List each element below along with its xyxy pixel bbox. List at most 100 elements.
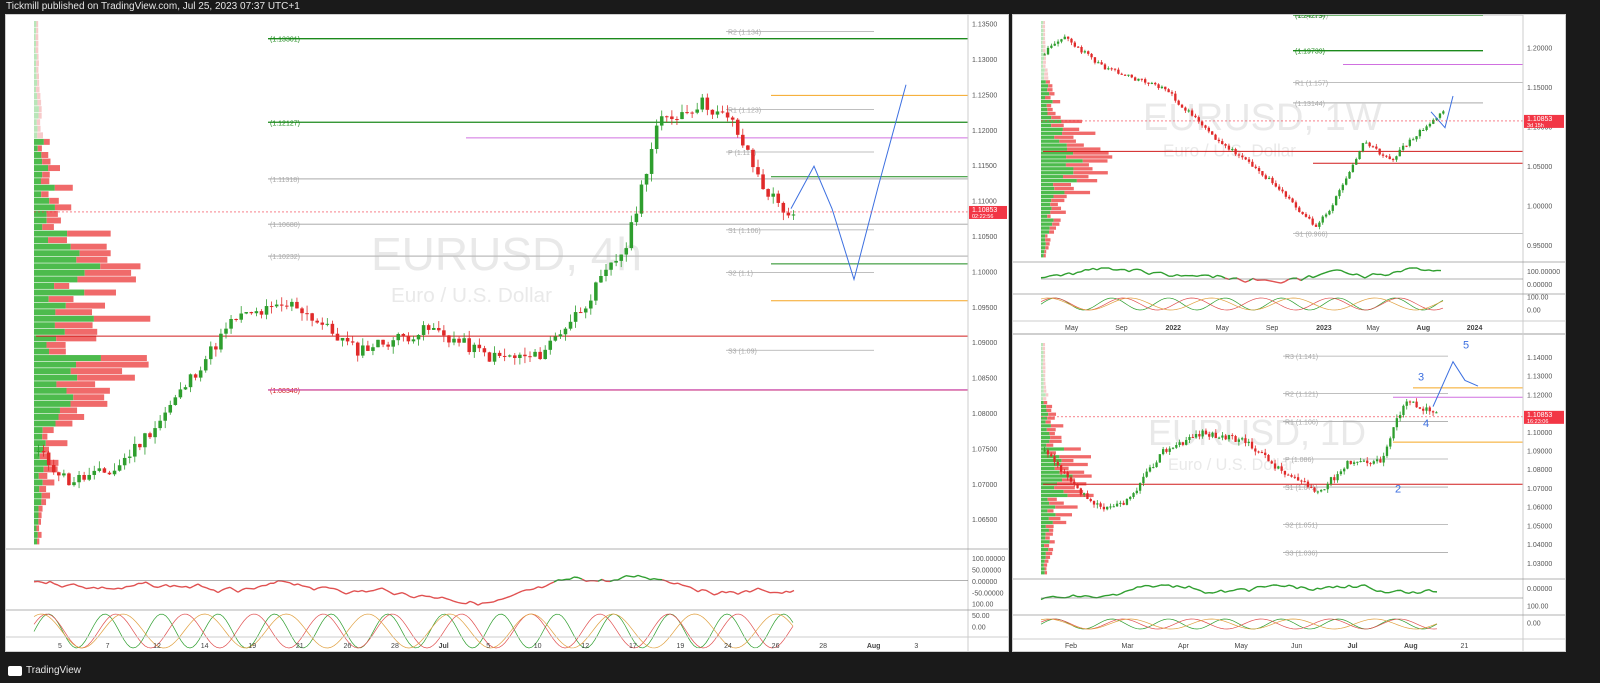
candle-body bbox=[695, 109, 699, 113]
volume-profile-bar-buy bbox=[34, 269, 85, 276]
daily-chart[interactable]: EURUSD, 1D Euro / U.S. Dollar R3 (1.141) R2… bbox=[1013, 335, 1565, 651]
candle-body bbox=[300, 308, 304, 314]
time-tick-label: Mar bbox=[1122, 643, 1135, 650]
candle-body bbox=[1184, 107, 1187, 111]
candle-body bbox=[1254, 166, 1257, 169]
momentum-line bbox=[489, 601, 495, 604]
volume-profile-bar-buy bbox=[1041, 373, 1044, 378]
volume-profile-bar-sell bbox=[1043, 60, 1046, 64]
momentum-line bbox=[633, 574, 639, 578]
volume-profile-bar-buy bbox=[34, 407, 60, 414]
weekly-chart[interactable]: EURUSD, 1WEuro / U.S. DollarR2 (1.254)(1… bbox=[1013, 15, 1565, 333]
candle-body bbox=[1375, 146, 1378, 149]
volume-profile-bar-sell bbox=[1043, 343, 1046, 347]
volume-profile-bar-sell bbox=[93, 315, 151, 322]
weekly-chart-panel[interactable]: EURUSD, 1WEuro / U.S. DollarR2 (1.254)(1… bbox=[1012, 14, 1566, 334]
candle-body bbox=[599, 276, 603, 283]
momentum-line bbox=[225, 586, 231, 590]
volume-profile-bar-buy bbox=[34, 525, 37, 532]
volume-profile-bar-sell bbox=[1082, 159, 1108, 163]
candle-body bbox=[1107, 68, 1110, 70]
volume-profile-bar-buy bbox=[1041, 250, 1045, 254]
volume-profile-bar-buy bbox=[1041, 447, 1064, 451]
candle-body bbox=[1329, 477, 1333, 484]
volume-profile-bar-buy bbox=[1041, 536, 1046, 540]
last-price-tag[interactable] bbox=[969, 205, 1007, 219]
volume-profile-bar-sell bbox=[1049, 540, 1055, 544]
momentum-line bbox=[445, 597, 451, 601]
momentum-line bbox=[1156, 584, 1162, 587]
time-tick-label: 12 bbox=[581, 643, 589, 650]
momentum-line bbox=[649, 578, 655, 581]
volume-profile-bar-buy bbox=[1041, 424, 1051, 428]
level-label: (1.19739) bbox=[1295, 49, 1325, 56]
candle-body bbox=[1080, 46, 1083, 53]
volume-profile-bar-buy bbox=[1041, 179, 1077, 183]
time-tick-label: 17 bbox=[629, 643, 637, 650]
volume-profile-bar-sell bbox=[1044, 72, 1049, 76]
volume-profile-bar-sell bbox=[1059, 455, 1091, 459]
momentum-line bbox=[1264, 585, 1270, 588]
momentum-line bbox=[1112, 593, 1118, 596]
candle-body bbox=[1165, 449, 1168, 452]
momentum-line bbox=[1072, 594, 1078, 598]
price-tick-label: 1.10000 bbox=[972, 269, 997, 276]
momentum-line bbox=[317, 586, 323, 589]
candle-body bbox=[193, 374, 198, 378]
candle-body bbox=[371, 347, 375, 351]
candle-body bbox=[264, 306, 269, 315]
momentum-line bbox=[1064, 596, 1070, 599]
volume-profile-bar-buy bbox=[34, 355, 101, 361]
volume-profile-bar-buy bbox=[1041, 68, 1045, 72]
momentum-line bbox=[1080, 595, 1086, 598]
candle-body bbox=[1150, 82, 1154, 84]
candle-body bbox=[122, 457, 127, 466]
last-price-tag[interactable] bbox=[1524, 410, 1564, 424]
momentum-line bbox=[301, 585, 307, 588]
momentum-line bbox=[1128, 269, 1134, 273]
momentum-line bbox=[1204, 591, 1210, 594]
volume-profile-bar-sell bbox=[1060, 462, 1088, 467]
momentum-line bbox=[289, 582, 295, 586]
volume-profile-bar-buy bbox=[34, 106, 39, 113]
last-price-tag[interactable] bbox=[1524, 114, 1564, 128]
candle-body bbox=[1331, 205, 1334, 211]
momentum-line bbox=[1108, 267, 1114, 271]
momentum-line bbox=[545, 583, 551, 587]
level-label: (1.12127) bbox=[270, 120, 300, 127]
volume-profile-bar-buy bbox=[1041, 524, 1046, 528]
volume-profile-bar-sell bbox=[1046, 408, 1052, 412]
time-tick-label: Feb bbox=[1065, 643, 1077, 650]
main-chart-panel[interactable]: EURUSD, 4h Euro / U.S. Dollar (1.13301) R2 … bbox=[5, 14, 1009, 652]
daily-chart-panel[interactable]: EURUSD, 1D Euro / U.S. Dollar R3 (1.141) R2… bbox=[1012, 334, 1566, 652]
volume-profile-bar-buy bbox=[1041, 56, 1045, 60]
candle-body bbox=[619, 254, 623, 261]
candle-body bbox=[396, 333, 401, 341]
momentum-line bbox=[1124, 589, 1130, 593]
volume-profile-bar-sell bbox=[1046, 103, 1052, 108]
tradingview-logo-icon bbox=[8, 665, 22, 676]
momentum-line bbox=[705, 589, 711, 594]
volume-profile-bar-sell bbox=[1043, 373, 1046, 378]
candle-body bbox=[1185, 439, 1188, 445]
momentum-line bbox=[389, 591, 395, 596]
volume-profile-bar-sell bbox=[70, 368, 123, 375]
candle-body bbox=[133, 443, 137, 457]
volume-profile-bar-sell bbox=[65, 302, 106, 309]
tradingview-logo[interactable]: TradingView bbox=[8, 665, 81, 676]
candle-body bbox=[254, 311, 259, 314]
candle-body bbox=[1432, 119, 1435, 124]
momentum-line bbox=[45, 580, 51, 585]
momentum-line bbox=[1316, 273, 1322, 277]
volume-profile-bar-buy bbox=[34, 348, 49, 355]
main-chart[interactable]: EURUSD, 4h Euro / U.S. Dollar (1.13301) R2 … bbox=[6, 15, 1008, 651]
momentum-line bbox=[1064, 272, 1070, 275]
candle-body bbox=[1115, 503, 1119, 507]
volume-profile-bar-buy bbox=[1041, 202, 1051, 207]
candle-body bbox=[1418, 130, 1422, 137]
symbol-watermark: EURUSD, 4h bbox=[371, 228, 642, 280]
momentum-line bbox=[1320, 586, 1326, 590]
volume-profile-bar-buy bbox=[34, 112, 39, 119]
volume-profile-bar-sell bbox=[1043, 385, 1047, 389]
volume-profile-bar-sell bbox=[1050, 435, 1062, 440]
